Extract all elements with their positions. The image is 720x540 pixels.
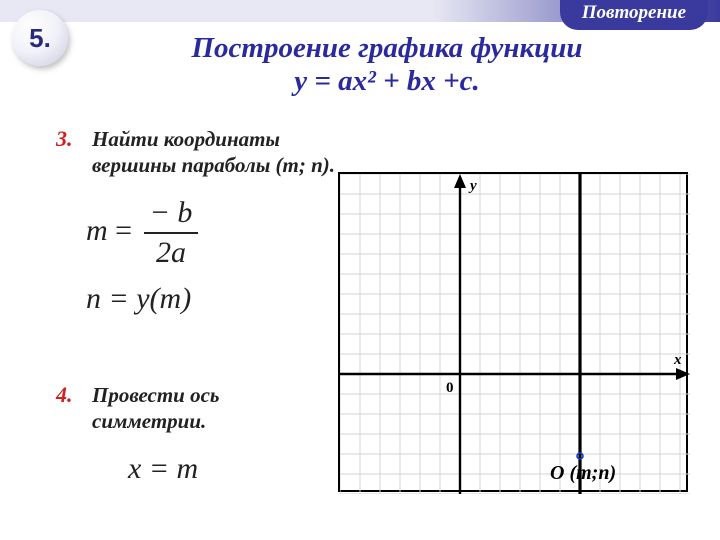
equals-sign: =	[115, 214, 132, 247]
formula-x-line: х = т	[128, 452, 198, 485]
formula-m-numerator: − b	[144, 196, 199, 234]
slide-number-badge: 5.	[12, 10, 68, 66]
formula-n: п = у(т)	[86, 282, 191, 316]
header-tab: Повторение	[560, 0, 708, 30]
step-3-number: 3.	[56, 126, 80, 152]
title-line1: Построение графика функции	[191, 32, 582, 64]
page-title: Построение графика функции у = ах² + bх …	[74, 32, 700, 99]
vertex-label: O (m;n)	[550, 462, 616, 485]
step-4-text: Провести ось симметрии.	[92, 382, 316, 435]
formula-m-fraction: − b 2a	[144, 196, 199, 270]
formula-n-line: п = у(т)	[86, 282, 191, 315]
header-bar: Повторение	[0, 0, 720, 22]
graph-svg: x y 0	[340, 174, 690, 494]
svg-text:y: y	[468, 178, 477, 194]
formula-m: т = − b 2a	[86, 196, 202, 270]
step-3-text: Найти координаты вершины параболы (т; п)…	[92, 126, 360, 179]
title-line2: у = ах² + bх +с.	[294, 65, 480, 97]
formula-m-denominator: 2a	[156, 234, 186, 270]
step-4: 4. Провести ось симметрии.	[56, 382, 316, 435]
step-4-number: 4.	[56, 382, 80, 408]
formula-m-lhs: т	[86, 214, 108, 247]
svg-text:x: x	[673, 352, 682, 368]
formula-x: х = т	[128, 452, 198, 486]
coordinate-graph: x y 0	[338, 172, 688, 492]
step-3: 3. Найти координаты вершины параболы (т;…	[56, 126, 360, 179]
svg-text:0: 0	[446, 380, 454, 396]
